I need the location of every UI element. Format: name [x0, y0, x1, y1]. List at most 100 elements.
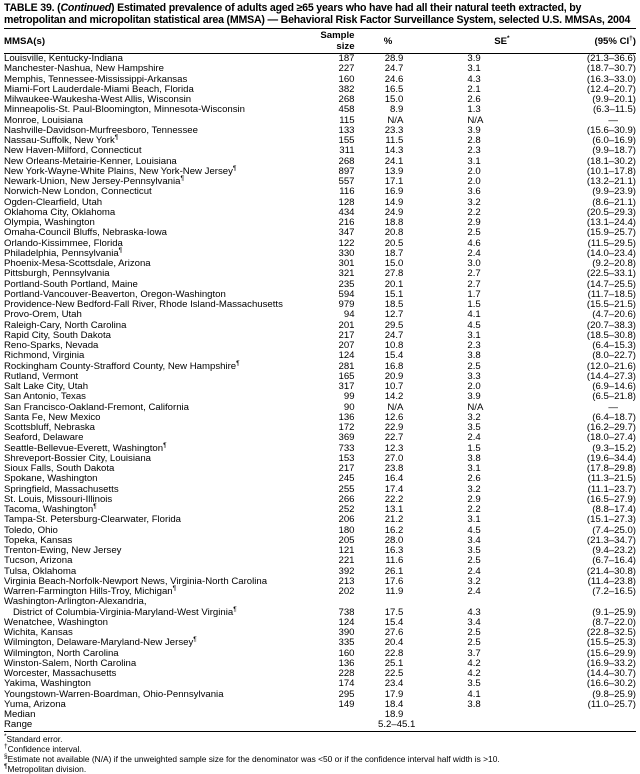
footnote-mark: ¶ [193, 636, 197, 643]
percent: 14.2 [355, 392, 422, 402]
percent: 22.7 [355, 433, 422, 443]
confidence-interval: (6.5–21.8) [520, 392, 636, 402]
table-row: Rockingham County-Strafford County, New … [4, 362, 636, 372]
percent: 24.7 [355, 64, 422, 74]
percent: 15.0 [355, 95, 422, 105]
confidence-interval: (16.6–30.2) [520, 679, 636, 689]
summary-value: 5.2–45.1 [355, 720, 422, 731]
table-row: Minneapolis-St. Paul-Bloomington, Minnes… [4, 105, 636, 115]
footnote: *Standard error. [4, 734, 636, 744]
percent [355, 597, 422, 607]
sample-size: 369 [320, 433, 354, 443]
header-sample-size: Sample size [320, 29, 354, 54]
percent: 11.9 [355, 587, 422, 597]
confidence-interval: (4.7–20.6) [520, 310, 636, 320]
confidence-interval: (15.9–25.7) [520, 228, 636, 238]
confidence-interval: (6.7–16.4) [520, 556, 636, 566]
header-percent: % [355, 29, 422, 54]
table-title: TABLE 39. (Continued) Estimated prevalen… [4, 2, 636, 26]
sample-size: 94 [320, 310, 354, 320]
standard-error [421, 597, 519, 607]
confidence-interval: (18.0–27.4) [520, 433, 636, 443]
percent: 11.6 [355, 556, 422, 566]
confidence-interval: (9.9–18.7) [520, 146, 636, 156]
standard-error: 2.6 [421, 474, 519, 484]
standard-error: 2.7 [421, 269, 519, 279]
standard-error: 3.1 [421, 515, 519, 525]
confidence-interval: (11.0–25.7) [520, 700, 636, 710]
standard-error: 3.5 [421, 679, 519, 689]
sample-size [320, 597, 354, 607]
confidence-interval: (8.0–22.7) [520, 351, 636, 361]
sample-size: 149 [320, 700, 354, 710]
percent: 12.7 [355, 310, 422, 320]
header-ci: (95% CI†) [520, 29, 636, 54]
footnote-mark: ¶ [115, 134, 119, 141]
sample-size: 321 [320, 269, 354, 279]
footnote-mark: ¶ [173, 585, 177, 592]
footnote-mark: ¶ [181, 175, 185, 182]
confidence-interval: (6.3–11.5) [520, 105, 636, 115]
confidence-interval: (18.7–30.7) [520, 64, 636, 74]
percent: 16.9 [355, 187, 422, 197]
confidence-interval: (11.3–21.5) [520, 474, 636, 484]
sample-size: 311 [320, 146, 354, 156]
percent: 8.9 [355, 105, 422, 115]
sample-size: 99 [320, 392, 354, 402]
table-row: Providence-New Bedford-Fall River, Rhode… [4, 300, 636, 310]
percent: 27.8 [355, 269, 422, 279]
sample-size: 174 [320, 679, 354, 689]
sample-size: 347 [320, 228, 354, 238]
confidence-interval [520, 597, 636, 607]
summary-label: Median [4, 710, 320, 720]
percent: 14.3 [355, 146, 422, 156]
confidence-interval: (7.2–16.5) [520, 587, 636, 597]
confidence-interval: (9.9–23.9) [520, 187, 636, 197]
sample-size: 202 [320, 587, 354, 597]
standard-error: 3.9 [421, 392, 519, 402]
sample-size: 335 [320, 638, 354, 648]
percent: 20.4 [355, 638, 422, 648]
mmsa-name: Yuma, Arizona [4, 700, 320, 710]
summary-label: Range [4, 720, 320, 731]
percent: 16.4 [355, 474, 422, 484]
standard-error: 3.8 [421, 700, 519, 710]
sample-size: 227 [320, 64, 354, 74]
percent: 20.8 [355, 228, 422, 238]
footnote-mark: ¶ [93, 503, 97, 510]
standard-error: 4.1 [421, 310, 519, 320]
table-row: Youngstown-Warren-Boardman, Ohio-Pennsyl… [4, 690, 636, 700]
footnote: §Estimate not available (N/A) if the unw… [4, 754, 636, 764]
sample-size: 116 [320, 187, 354, 197]
standard-error: 2.4 [421, 587, 519, 597]
sample-size: 206 [320, 515, 354, 525]
sample-size: 124 [320, 351, 354, 361]
footnote-mark: ¶ [233, 605, 237, 612]
footnote-mark: ¶ [233, 165, 237, 172]
percent: 23.4 [355, 679, 422, 689]
header-se: SE* [421, 29, 519, 54]
sample-size: 221 [320, 556, 354, 566]
footnote: ¶Metropolitan division. [4, 764, 636, 774]
table-header-row: MMSA(s) Sample size % SE* (95% CI†) [4, 29, 636, 54]
standard-error: 1.3 [421, 105, 519, 115]
confidence-interval: (15.5–25.3) [520, 638, 636, 648]
footnote: †Confidence interval. [4, 744, 636, 754]
summary-row: Range 5.2–45.1 [4, 720, 636, 731]
footnote-mark: ¶ [119, 247, 123, 254]
standard-error: 2.4 [421, 433, 519, 443]
